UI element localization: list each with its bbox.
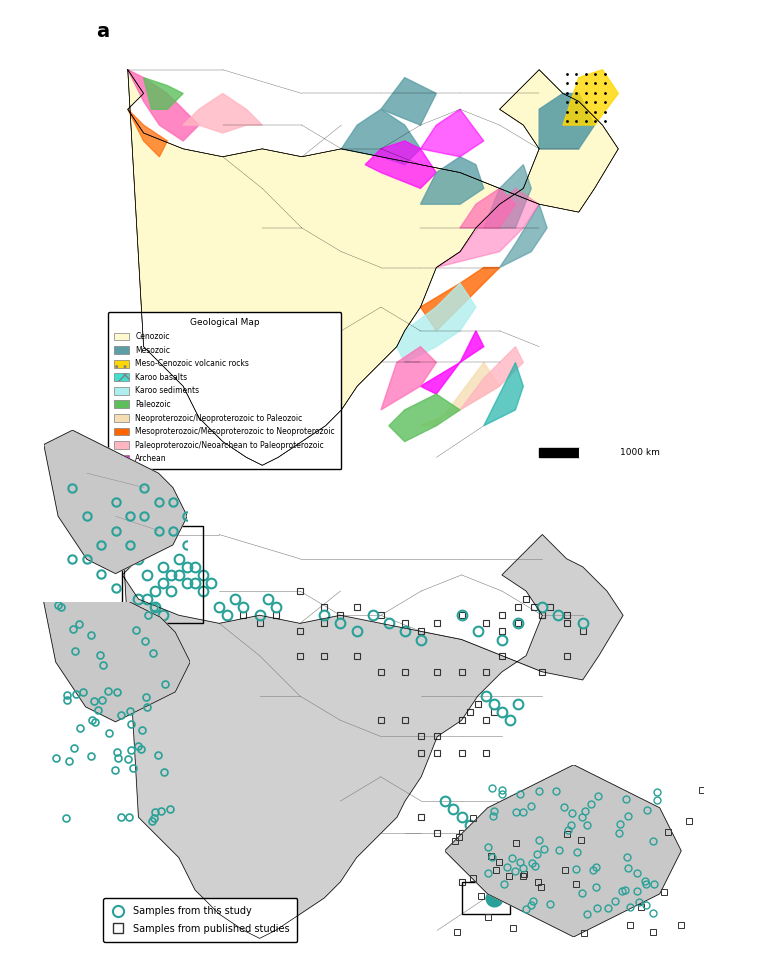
- Polygon shape: [460, 347, 524, 410]
- Polygon shape: [444, 765, 681, 937]
- Bar: [579, 448, 618, 457]
- Polygon shape: [128, 70, 199, 141]
- Polygon shape: [437, 188, 539, 268]
- Bar: [539, 448, 579, 457]
- Polygon shape: [397, 283, 476, 362]
- Text: a: a: [96, 22, 109, 41]
- Polygon shape: [44, 430, 187, 574]
- Text: 1000 km: 1000 km: [620, 448, 660, 457]
- Polygon shape: [381, 77, 437, 125]
- Polygon shape: [420, 268, 500, 331]
- Polygon shape: [420, 362, 500, 425]
- Polygon shape: [365, 141, 437, 188]
- Polygon shape: [122, 534, 623, 939]
- Polygon shape: [341, 109, 420, 164]
- Polygon shape: [381, 347, 437, 410]
- Polygon shape: [389, 394, 460, 442]
- Polygon shape: [183, 94, 263, 133]
- Polygon shape: [128, 109, 167, 157]
- Polygon shape: [484, 362, 524, 425]
- Polygon shape: [143, 77, 183, 109]
- Legend: Samples from this study, Samples from published studies: Samples from this study, Samples from pu…: [103, 899, 297, 942]
- Polygon shape: [420, 331, 484, 394]
- Bar: [122, 527, 203, 623]
- Polygon shape: [500, 205, 547, 268]
- Polygon shape: [420, 157, 484, 205]
- Legend: Cenozoic, Mesozoic, Meso-Cenozoic volcanic rocks, Karoo basalts, Karoo sediments: Cenozoic, Mesozoic, Meso-Cenozoic volcan…: [108, 313, 341, 469]
- Bar: [461, 881, 510, 914]
- Polygon shape: [539, 94, 594, 149]
- Polygon shape: [563, 70, 618, 125]
- Polygon shape: [484, 164, 531, 228]
- Polygon shape: [128, 70, 618, 466]
- Polygon shape: [460, 188, 515, 228]
- Text: b: b: [90, 486, 104, 505]
- Polygon shape: [420, 109, 484, 157]
- Polygon shape: [41, 573, 190, 722]
